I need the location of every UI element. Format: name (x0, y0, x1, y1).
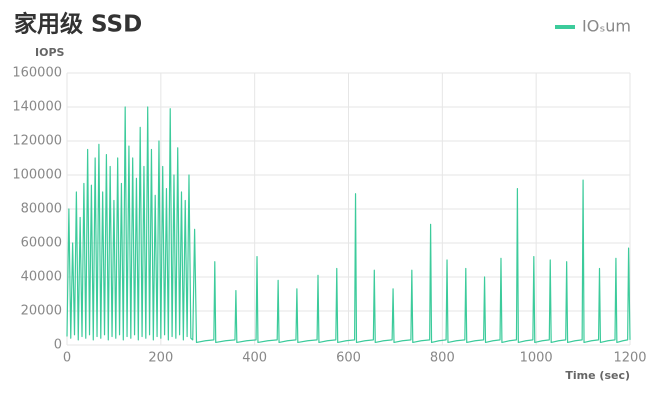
x-tick-label: 1000 (520, 351, 553, 366)
x-tick-label: 400 (242, 351, 267, 366)
y-tick-label: 140000 (12, 100, 62, 115)
chart-title: 家用级 SSD (14, 11, 142, 38)
y-tick-label: 0 (54, 338, 62, 353)
x-tick-label: 200 (148, 351, 173, 366)
y-tick-label: 120000 (12, 134, 62, 149)
y-axis-label: IOPS (35, 46, 65, 59)
x-tick-label: 800 (430, 351, 455, 366)
x-tick-label: 600 (336, 351, 361, 366)
x-axis-label: Time (sec) (565, 369, 630, 382)
y-tick-label: 100000 (12, 168, 62, 183)
y-tick-label: 60000 (21, 236, 62, 251)
legend-label: IOₛum (582, 17, 631, 36)
x-tick-label: 0 (63, 351, 71, 366)
data-line (66, 106, 631, 344)
y-tick-label: 20000 (21, 304, 62, 319)
y-tick-label: 40000 (21, 270, 62, 285)
x-tick-label: 1200 (613, 351, 646, 366)
y-tick-label: 160000 (12, 66, 62, 81)
y-tick-label: 80000 (21, 202, 62, 217)
